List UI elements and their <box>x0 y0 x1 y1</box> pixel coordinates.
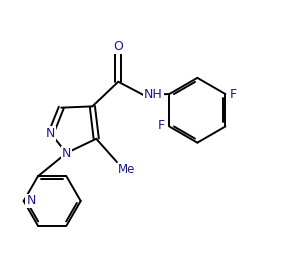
Text: N: N <box>62 146 71 160</box>
Text: N: N <box>26 194 36 208</box>
Text: NH: NH <box>144 88 163 101</box>
Text: N: N <box>46 127 56 140</box>
Text: F: F <box>157 119 165 132</box>
Text: F: F <box>230 88 237 101</box>
Text: Me: Me <box>118 163 136 176</box>
Text: O: O <box>113 40 123 53</box>
